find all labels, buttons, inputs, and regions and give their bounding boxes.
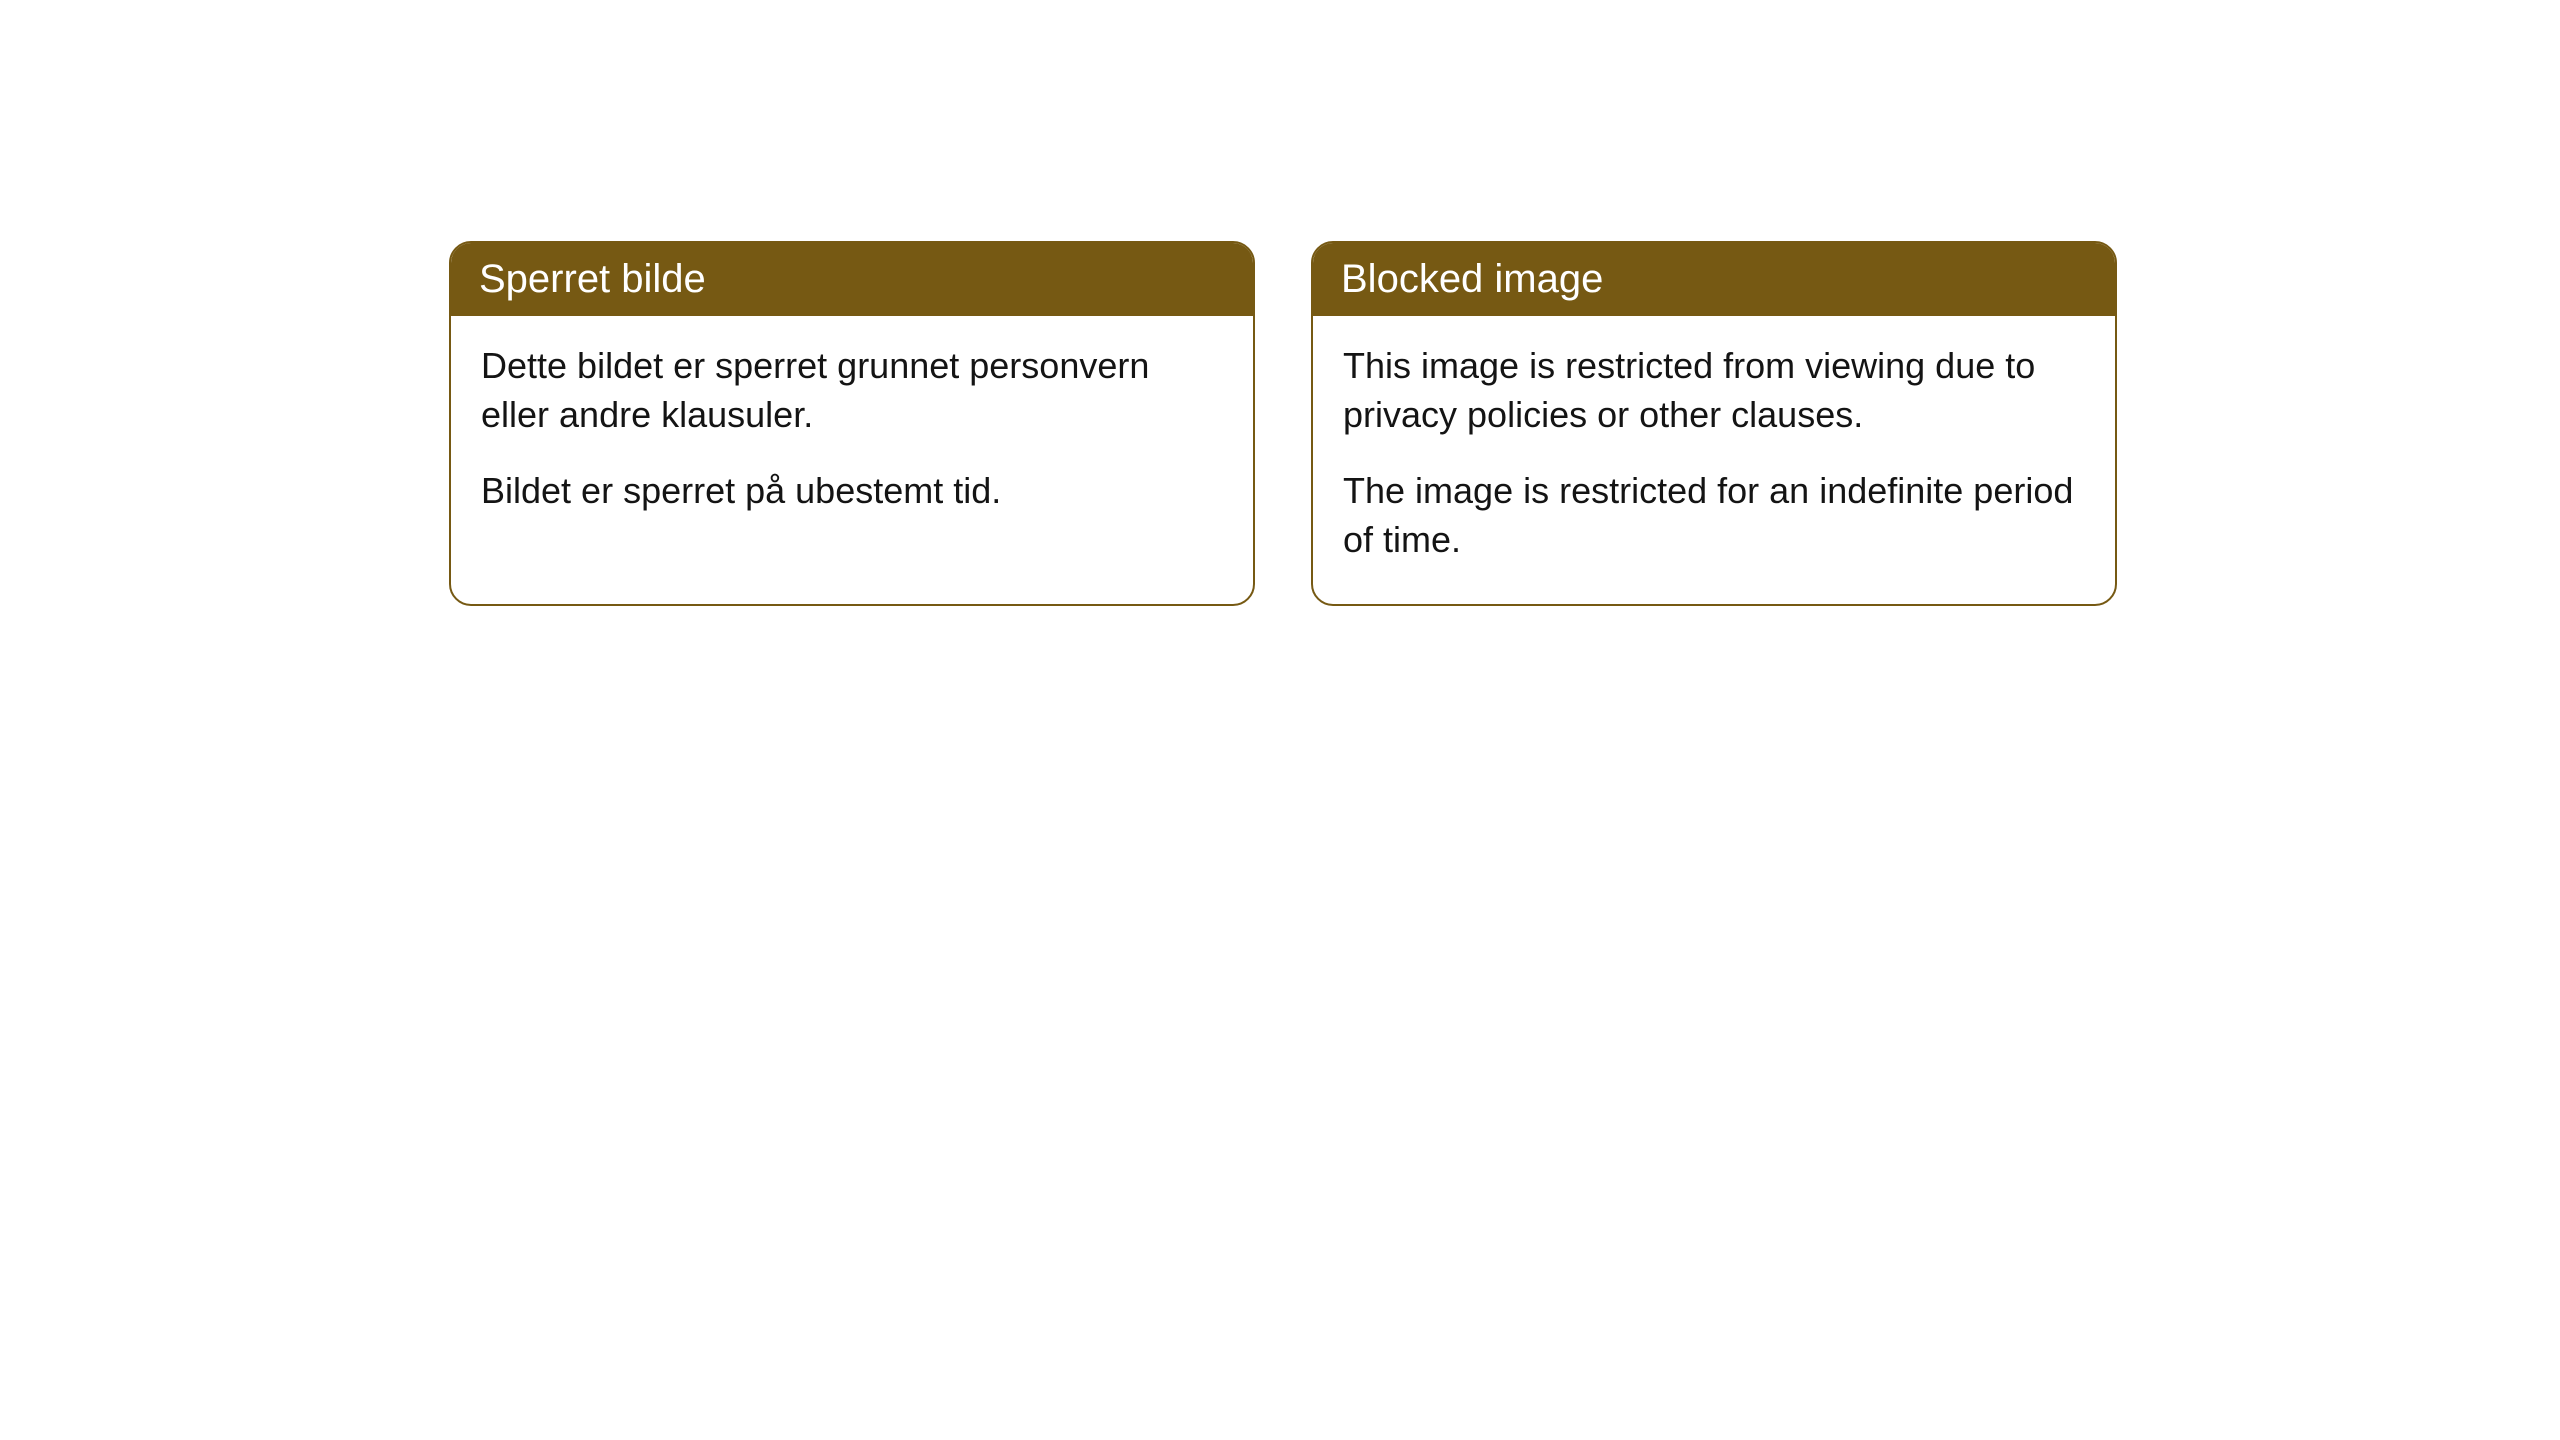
norwegian-paragraph-1: Dette bildet er sperret grunnet personve…: [481, 342, 1223, 439]
english-paragraph-2: The image is restricted for an indefinit…: [1343, 467, 2085, 564]
english-card-body: This image is restricted from viewing du…: [1313, 316, 2115, 604]
norwegian-card: Sperret bilde Dette bildet er sperret gr…: [449, 241, 1255, 606]
norwegian-paragraph-2: Bildet er sperret på ubestemt tid.: [481, 467, 1223, 516]
norwegian-card-title: Sperret bilde: [451, 243, 1253, 316]
english-paragraph-1: This image is restricted from viewing du…: [1343, 342, 2085, 439]
norwegian-card-body: Dette bildet er sperret grunnet personve…: [451, 316, 1253, 556]
english-card-title: Blocked image: [1313, 243, 2115, 316]
cards-container: Sperret bilde Dette bildet er sperret gr…: [449, 241, 2117, 606]
english-card: Blocked image This image is restricted f…: [1311, 241, 2117, 606]
